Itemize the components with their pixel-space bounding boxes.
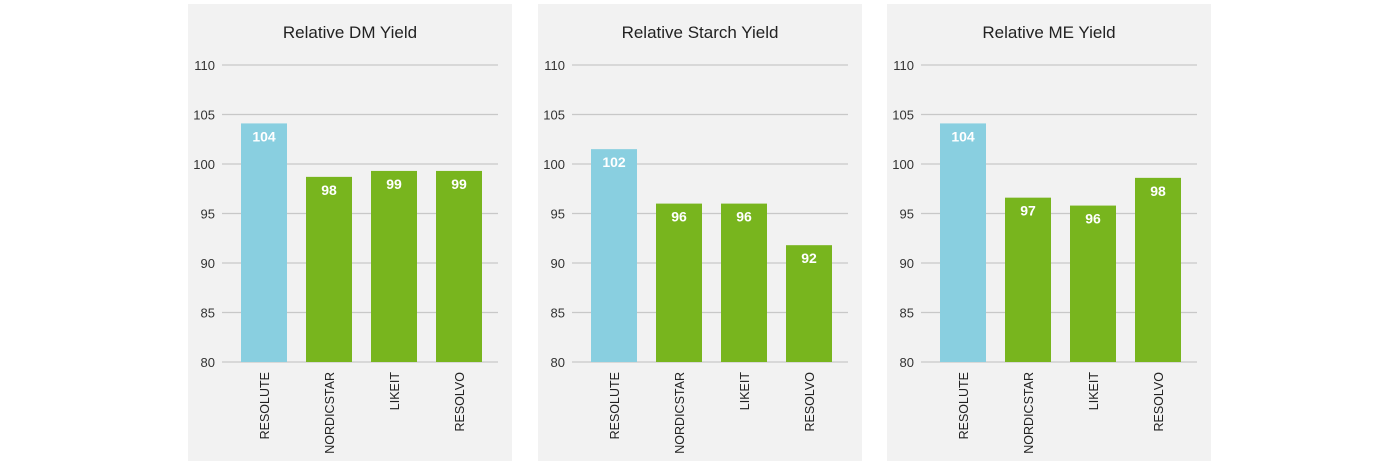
y-tick-label: 90 <box>900 256 914 271</box>
y-tick-label: 105 <box>193 108 215 123</box>
y-tick-label: 90 <box>201 256 215 271</box>
y-tick-label: 100 <box>543 157 565 172</box>
y-tick-label: 80 <box>551 355 565 370</box>
data-label: 104 <box>252 128 276 144</box>
bar <box>940 123 986 362</box>
data-label: 99 <box>451 176 467 192</box>
x-tick-label: LIKEIT <box>388 372 402 411</box>
bar <box>1005 197 1051 362</box>
y-tick-label: 80 <box>900 355 914 370</box>
y-tick-label: 95 <box>900 207 914 222</box>
y-tick-label: 110 <box>194 58 215 73</box>
chart-panel-dm: Relative DM Yield 80 85 90 95 100 105 110 104 RE… <box>188 4 512 461</box>
x-tick-label: LIKEIT <box>1087 372 1101 411</box>
bar <box>436 170 482 362</box>
y-tick-label: 105 <box>892 108 914 123</box>
bar <box>656 203 702 362</box>
data-label: 92 <box>801 250 817 266</box>
data-label: 96 <box>1085 211 1101 227</box>
chart-svg: 80 85 90 95 100 105 110 104 RESOLUTE 98 NORDICSTAR… <box>193 58 498 454</box>
bar <box>241 123 287 362</box>
chart-svg: 80 85 90 95 100 105 110 104 RESOLUTE 97 NORDICSTAR… <box>892 58 1197 454</box>
x-tick-label: RESOLUTE <box>608 372 622 439</box>
x-tick-label: NORDICSTAR <box>1022 372 1036 454</box>
chart-panel-me: Relative ME Yield 80 85 90 95 100 105 110 104 RE… <box>887 4 1211 461</box>
y-tick-label: 80 <box>201 355 215 370</box>
x-tick-label: RESOLUTE <box>957 372 971 439</box>
data-label: 98 <box>1150 183 1166 199</box>
x-tick-label: RESOLVO <box>453 372 467 432</box>
y-tick-label: 85 <box>201 306 215 321</box>
bar <box>721 203 767 362</box>
chart-svg: 80 85 90 95 100 105 110 102 RESOLUTE 96 NORDICSTAR… <box>543 58 848 454</box>
bar <box>786 245 832 362</box>
x-tick-label: RESOLVO <box>803 372 817 432</box>
x-tick-label: LIKEIT <box>738 372 752 411</box>
bar <box>591 149 637 362</box>
x-tick-label: NORDICSTAR <box>673 372 687 454</box>
data-label: 102 <box>602 154 626 170</box>
x-tick-label: RESOLUTE <box>258 372 272 439</box>
y-tick-label: 95 <box>551 207 565 222</box>
bar <box>1070 205 1116 362</box>
data-label: 97 <box>1020 203 1036 219</box>
bar <box>371 170 417 362</box>
y-tick-label: 90 <box>551 256 565 271</box>
y-tick-label: 105 <box>543 108 565 123</box>
y-tick-label: 110 <box>544 58 565 73</box>
x-tick-label: RESOLVO <box>1152 372 1166 432</box>
y-tick-label: 100 <box>193 157 215 172</box>
y-tick-label: 100 <box>892 157 914 172</box>
data-label: 104 <box>951 128 975 144</box>
chart-panel-starch: Relative Starch Yield 80 85 90 95 100 105 110 1… <box>538 4 862 461</box>
y-tick-label: 85 <box>551 306 565 321</box>
data-label: 96 <box>671 209 687 225</box>
x-tick-label: NORDICSTAR <box>323 372 337 454</box>
y-tick-label: 95 <box>201 207 215 222</box>
data-label: 98 <box>321 182 337 198</box>
bar <box>306 176 352 362</box>
data-label: 96 <box>736 209 752 225</box>
y-tick-label: 110 <box>893 58 914 73</box>
chart-title: Relative DM Yield <box>282 23 418 42</box>
y-tick-label: 85 <box>900 306 914 321</box>
chart-title: Relative ME Yield <box>982 23 1116 42</box>
data-label: 99 <box>386 176 402 192</box>
bar <box>1135 177 1181 362</box>
chart-title: Relative Starch Yield <box>621 23 779 42</box>
